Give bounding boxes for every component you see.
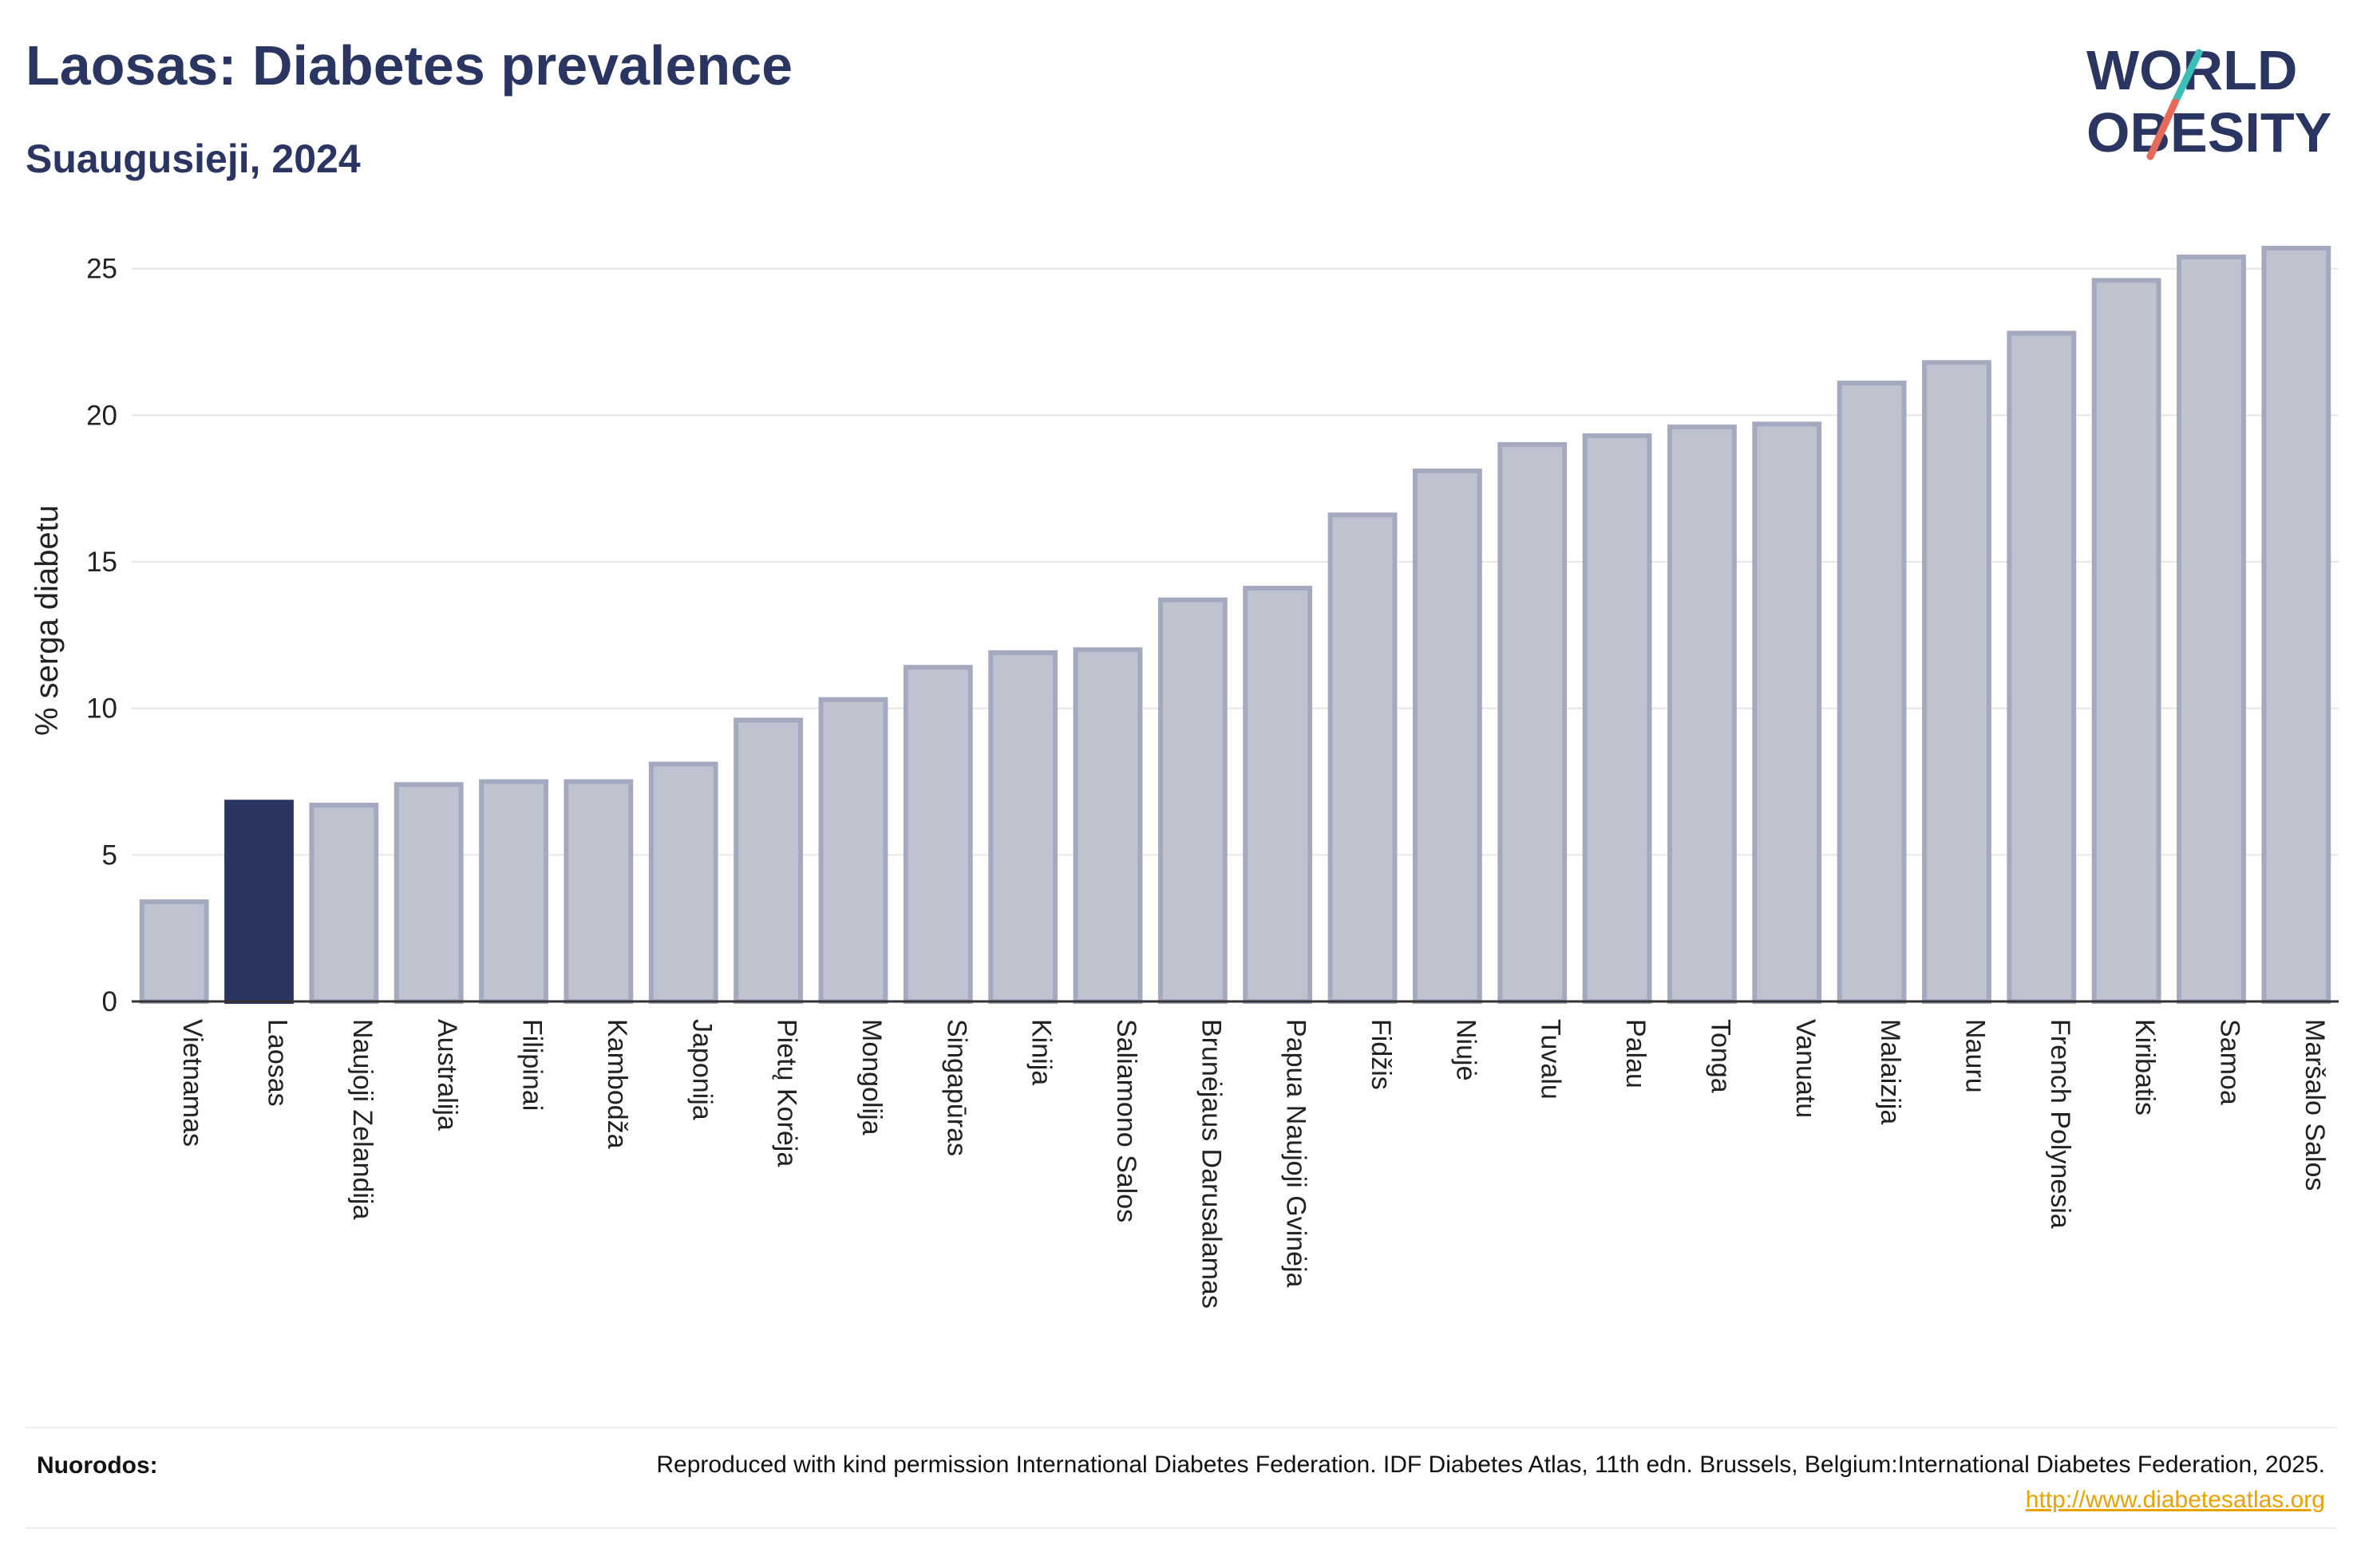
sources-label: Nuorodos: [37,1452,158,1479]
x-tick-label: Pietų Korėja [772,1019,802,1167]
diabetes-atlas-link[interactable]: http://www.diabetesatlas.org [2025,1487,2325,1513]
y-tick-label: 0 [102,986,117,1017]
x-tick-label: Saliamono Salos [1111,1019,1141,1222]
x-tick-label: Tonga [1705,1019,1735,1093]
bar [1837,380,1907,1004]
x-tick-label: French Polynesia [2045,1019,2075,1229]
bar [139,899,209,1004]
x-tick-label: Vanuatu [1790,1019,1821,1118]
x-tick-label: Niujė [1450,1019,1481,1080]
x-tick-label: Kinija [1026,1019,1057,1085]
bar [394,782,464,1004]
y-tick-label: 10 [86,693,117,725]
logo-text-obesity: OBESITY [2086,101,2331,164]
x-tick-label: Vietnamas [177,1019,208,1147]
x-tick-label: Maršalo Salos [2300,1019,2330,1191]
x-tick-label: Tuvalu [1536,1019,1566,1100]
bars [139,246,2331,1005]
x-tick-label: Kiribatis [2130,1019,2160,1116]
y-tick-label: 20 [86,400,117,431]
bar [1073,647,1143,1004]
bar [1752,421,1822,1004]
y-axis-label: % serga diabetu [30,505,65,736]
bar [1157,597,1228,1004]
x-tick-label: Filipinai [517,1019,548,1111]
bar [1922,360,1991,1004]
x-tick-label: Fidžis [1366,1019,1396,1090]
bar [2007,330,2077,1004]
bar [734,717,804,1005]
x-tick-label: Japonija [686,1019,717,1120]
x-tick-label: Laosas [263,1019,293,1107]
y-axis-ticks: 0 5 10 15 20 25 [86,254,117,1017]
sources-citation: Reproduced with kind permission Internat… [656,1451,2325,1478]
x-tick-label: Mongolija [856,1019,887,1136]
bar [903,665,973,1004]
chart-subtitle: Suaugusieji, 2024 [26,136,361,181]
x-tick-label: Singapūras [941,1019,971,1156]
x-tick-label: Brunėjaus Darusalamas [1196,1019,1226,1309]
bar [1497,442,1568,1004]
world-obesity-logo: WORLD OBESITY [2086,39,2331,164]
y-tick-label: 15 [86,547,117,578]
x-tick-label: Malaizija [1875,1019,1905,1124]
bar [1667,425,1737,1004]
sources-text: Reproduced with kind permission Internat… [649,1448,2325,1518]
bar [818,697,888,1005]
x-tick-label: Australija [432,1019,462,1131]
bar [309,802,379,1005]
x-tick-label: Palau [1620,1019,1651,1088]
x-tick-label: Naujoji Zelandija [347,1019,378,1219]
logo-slash-top [2171,49,2203,106]
x-tick-label: Samoa [2214,1019,2244,1105]
sources-footer: Nuorodos: Reproduced with kind permissio… [26,1427,2336,1529]
bar [1412,468,1482,1004]
chart-title: Laosas: Diabetes prevalence [26,34,793,97]
bar [1243,586,1313,1004]
x-tick-label: Kambodža [602,1019,632,1149]
bar [988,650,1058,1005]
bar [2091,278,2161,1004]
bar [2261,246,2331,1004]
logo-slash-bottom [2146,98,2179,160]
y-tick-label: 25 [86,254,117,285]
bar [479,779,548,1004]
bar [2177,255,2246,1004]
bar-highlight [224,800,294,1004]
bar [564,779,634,1004]
bar [1327,512,1398,1004]
y-tick-label: 5 [102,839,117,871]
x-tick-label: Nauru [1960,1019,1990,1093]
bar [1582,433,1652,1004]
x-axis-labels: Vietnamas Laosas Naujoji Zelandija Australi… [177,1019,2330,1309]
x-tick-label: Papua Naujoji Gvinėja [1281,1019,1311,1288]
bar-chart: 0 5 10 15 20 25 Vietnamas Laosas Naujoji Zeland… [30,246,2339,1309]
bar [648,761,718,1004]
